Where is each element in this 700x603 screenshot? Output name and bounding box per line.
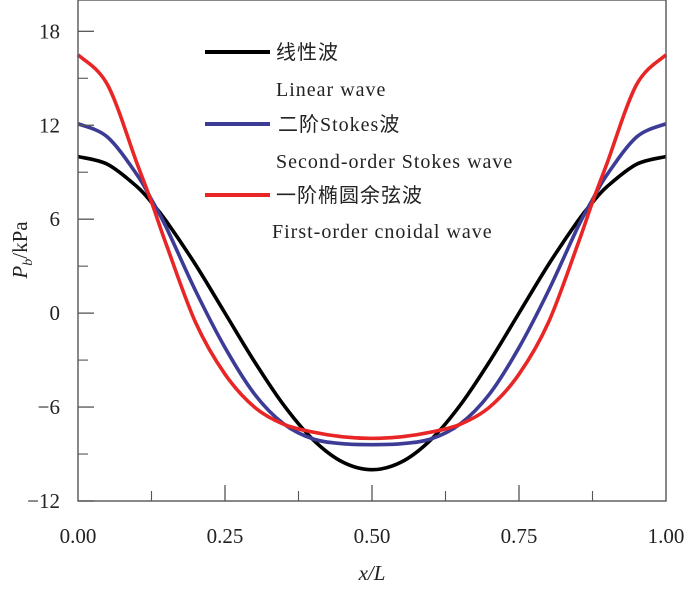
legend-label-linear-en: Linear wave (276, 79, 386, 101)
x-tick-label: 0.00 (60, 524, 97, 548)
y-tick-label: 12 (39, 113, 60, 137)
legend-label-cnoidal-en: First-order cnoidal wave (272, 221, 493, 243)
legend-label-stokes-zh: 二阶Stokes波 (278, 113, 400, 136)
x-tick-label: 0.50 (354, 524, 391, 548)
y-axis-title-main: P (8, 266, 32, 280)
plot-frame (77, 0, 667, 502)
x-tick-label: 1.00 (648, 524, 685, 548)
y-tick-label: 6 (50, 207, 61, 231)
y-tick-label: −12 (27, 489, 60, 513)
y-axis-title-sub: b (21, 259, 36, 266)
series-line-1 (77, 122, 667, 447)
y-axis: −12 −6 0 6 12 18 (27, 19, 94, 513)
legend: 线性波 Linear wave 二阶Stokes波 Second-order S… (205, 41, 513, 243)
series-line-2 (76, 53, 668, 441)
svg-text:Pb/kPa: Pb/kPa (8, 221, 36, 280)
x-axis: 0.00 0.25 0.50 0.75 1.00 (60, 485, 685, 548)
y-tick-label: 0 (50, 301, 61, 325)
y-axis-title: Pb/kPa (8, 221, 36, 280)
legend-label-linear-zh: 线性波 (276, 41, 339, 64)
x-tick-label: 0.75 (501, 524, 538, 548)
y-tick-label: −6 (38, 395, 60, 419)
legend-label-cnoidal-zh: 一阶椭圆余弦波 (276, 184, 423, 207)
y-tick-label: 18 (39, 19, 60, 43)
legend-label-stokes-en: Second-order Stokes wave (276, 151, 513, 173)
series-lines (76, 53, 668, 472)
y-axis-title-unit: /kPa (8, 221, 32, 259)
x-axis-title: x/L (358, 561, 386, 585)
x-tick-label: 0.25 (207, 524, 244, 548)
